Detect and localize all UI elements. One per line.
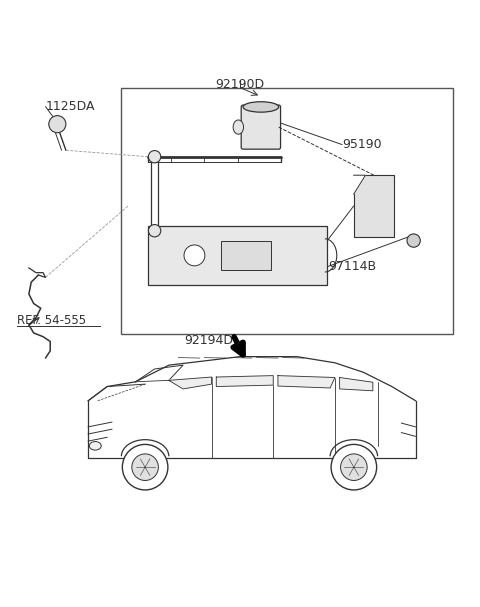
Polygon shape xyxy=(216,376,273,387)
Circle shape xyxy=(184,245,205,266)
Polygon shape xyxy=(169,377,212,389)
FancyBboxPatch shape xyxy=(241,105,281,149)
Text: REF. 54-555: REF. 54-555 xyxy=(17,314,86,327)
Polygon shape xyxy=(340,378,373,391)
Bar xyxy=(148,226,327,285)
Ellipse shape xyxy=(89,441,101,450)
Text: 92194D: 92194D xyxy=(185,334,234,347)
Bar xyxy=(354,175,394,237)
Bar xyxy=(221,240,271,270)
Polygon shape xyxy=(278,376,335,388)
Ellipse shape xyxy=(243,102,279,112)
Text: 95190: 95190 xyxy=(342,138,382,151)
Circle shape xyxy=(341,454,367,481)
Circle shape xyxy=(148,225,161,237)
Polygon shape xyxy=(354,175,365,194)
Ellipse shape xyxy=(233,120,243,134)
Circle shape xyxy=(331,444,377,490)
Circle shape xyxy=(132,454,158,481)
Text: 1125DA: 1125DA xyxy=(46,100,95,113)
Bar xyxy=(121,87,454,334)
Text: 92190D: 92190D xyxy=(216,78,264,91)
Circle shape xyxy=(122,444,168,490)
Text: 97114B: 97114B xyxy=(328,260,376,273)
Circle shape xyxy=(148,151,161,163)
Circle shape xyxy=(407,234,420,247)
Circle shape xyxy=(49,115,66,133)
